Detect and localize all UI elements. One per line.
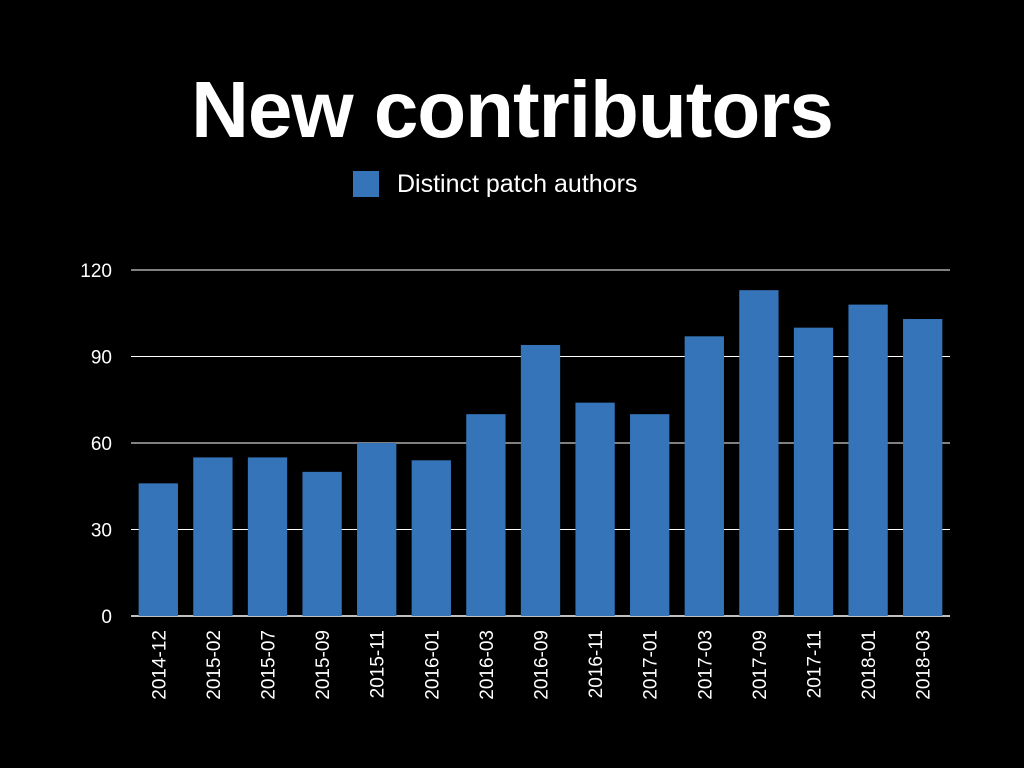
bar-2016-11 [575,402,615,616]
x-tick-label: 2015-02 [204,630,225,700]
y-tick-label: 60 [91,434,112,455]
legend-swatch [353,171,379,197]
bar-2016-03 [466,414,506,616]
y-tick-label: 90 [91,348,112,369]
chart-title: New contributors [191,65,834,154]
x-tick-label: 2017-03 [695,630,716,700]
x-tick-label: 2015-09 [313,630,334,700]
x-axis-ticks: 2014-12 2015-02 2015-07 2015-09 2015-11 2016-… [149,630,934,700]
bar-2017-09 [739,290,779,616]
legend-label: Distinct patch authors [397,170,638,198]
x-tick-label: 2015-07 [259,630,280,700]
x-tick-label: 2017-11 [805,630,826,698]
bar-2018-01 [848,304,888,616]
bar-2015-07 [247,457,288,616]
bar-2018-03 [903,319,943,616]
y-axis-ticks: 0 30 60 90 120 [80,261,112,628]
x-tick-label: 2017-01 [641,630,662,700]
bar-2016-01 [411,460,451,616]
y-tick-label: 0 [101,607,112,628]
bar-2017-01 [630,414,670,616]
bar-2015-11 [357,443,397,616]
x-tick-label: 2014-12 [149,630,170,700]
legend: Distinct patch authors [353,170,637,198]
bar-2015-09 [302,471,342,616]
bar-2014-12 [138,483,178,616]
x-tick-label: 2015-11 [368,630,389,698]
x-tick-label: 2016-03 [477,630,498,700]
y-tick-label: 120 [80,261,112,282]
bars [138,290,943,616]
x-tick-label: 2016-09 [532,630,553,700]
x-tick-label: 2018-01 [859,630,880,700]
x-tick-label: 2017-09 [750,630,771,700]
bar-2017-11 [793,327,834,616]
y-tick-label: 30 [91,521,112,542]
bar-2016-09 [520,344,561,616]
x-tick-label: 2016-11 [586,630,607,698]
x-tick-label: 2018-03 [914,630,935,700]
x-tick-label: 2016-01 [422,630,443,700]
bar-2015-02 [193,457,233,616]
bar-2017-03 [684,336,724,616]
